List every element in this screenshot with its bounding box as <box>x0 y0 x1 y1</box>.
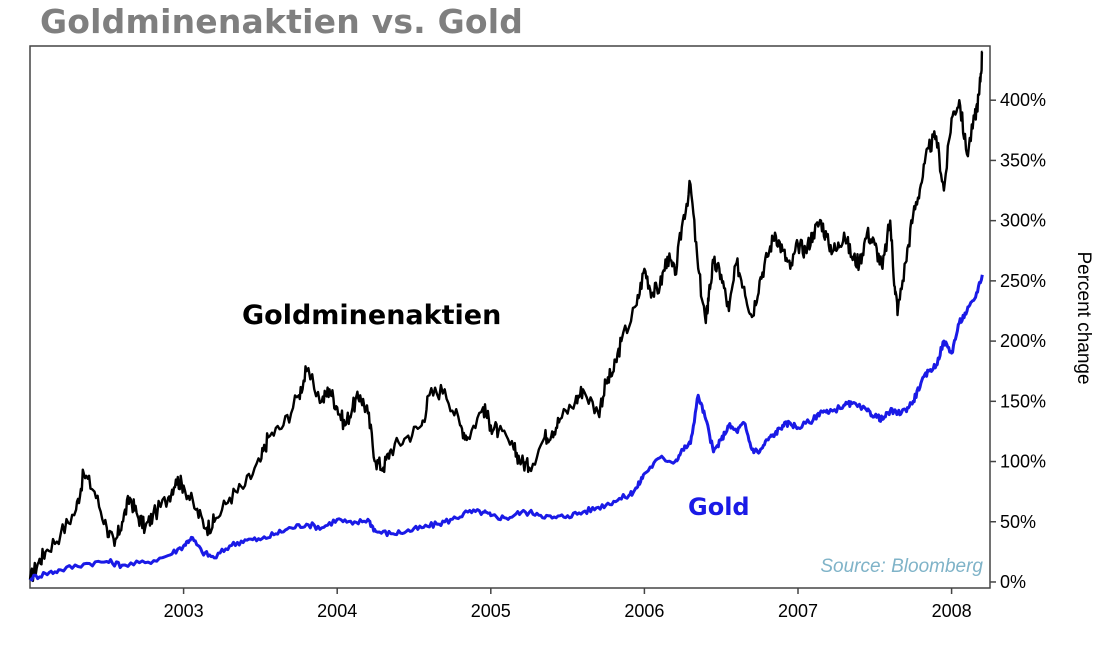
x-tick-label: 2006 <box>624 601 664 621</box>
x-tick-label: 2007 <box>778 601 818 621</box>
series-line-goldminenaktien <box>28 50 984 583</box>
y-tick-label: 150% <box>1000 391 1046 411</box>
x-tick-label: 2005 <box>471 601 511 621</box>
y-tick-label: 50% <box>1000 512 1036 532</box>
y-tick-label: 350% <box>1000 150 1046 170</box>
y-axis-label: Percent change <box>1073 251 1094 384</box>
plot-area: 2003 2004 2005 2006 2007 2008 0% 50% 100% 150% 200… <box>28 45 1094 621</box>
chart-title: Goldminenaktien vs. Gold <box>40 2 524 41</box>
x-tick-label: 2003 <box>164 601 204 621</box>
y-tick-label: 0% <box>1000 572 1026 592</box>
x-tick-label: 2008 <box>932 601 972 621</box>
y-tick-label: 250% <box>1000 271 1046 291</box>
series-label-gold: Gold <box>688 493 750 521</box>
source-annotation: Source: Bloomberg <box>820 556 983 577</box>
x-tick-label: 2004 <box>317 601 357 621</box>
y-tick-label: 300% <box>1000 211 1046 231</box>
plot-frame <box>29 45 991 589</box>
y-tick-label: 200% <box>1000 331 1046 351</box>
y-tick-label: 100% <box>1000 452 1046 472</box>
y-tick-label: 400% <box>1000 90 1046 110</box>
series-line-gold <box>29 274 984 582</box>
series-label-goldminenaktien: Goldminenaktien <box>242 300 501 331</box>
